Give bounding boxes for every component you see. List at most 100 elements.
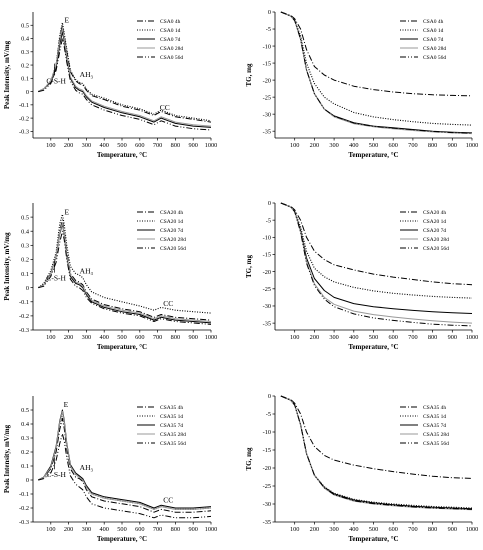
legend-label: CSA0 56d — [160, 55, 183, 61]
x-tick-label: 700 — [408, 334, 417, 341]
x-tick-label: 500 — [117, 526, 126, 533]
legend-label: CSA20 56d — [160, 246, 186, 252]
x-tick-label: 500 — [369, 334, 378, 341]
legend-label: CSA0 1d — [423, 28, 444, 34]
peak-annotation: E — [64, 400, 69, 409]
legend-label: CSA20 56d — [423, 246, 449, 252]
x-tick-label: 500 — [369, 142, 378, 149]
x-tick-label: 200 — [64, 526, 73, 533]
series-line-csa20-4h — [280, 202, 473, 286]
legend-label: CSA35 4h — [423, 405, 446, 411]
series-line-csa35-4h — [38, 417, 212, 513]
series-line-csa0-56d — [280, 11, 473, 134]
series-line-csa20-4h — [38, 219, 212, 321]
y-tick-label: 0.4 — [21, 36, 30, 43]
x-tick-label: 900 — [188, 334, 197, 341]
x-tick-label: 100 — [46, 142, 55, 149]
peak-annotation: CC — [163, 299, 173, 308]
x-tick-label: 600 — [135, 334, 144, 341]
x-tick-label: 200 — [310, 526, 319, 533]
peak-annotation: C-S-H — [46, 77, 66, 86]
legend-label: CSA35 1d — [423, 414, 446, 420]
y-tick-label: -0.2 — [19, 505, 29, 512]
x-tick-label: 700 — [408, 526, 417, 533]
y-tick-label: 0 — [26, 477, 29, 484]
x-tick-label: 900 — [188, 526, 197, 533]
x-tick-label: 1000 — [466, 334, 479, 341]
chart-panel-2: 100 200 300 400 500 600 700 800 900 1000 0 -5 -10 -15… — [245, 9, 478, 159]
y-tick-label: -25 — [263, 286, 271, 293]
series-line-csa0-28d — [280, 11, 473, 135]
x-tick-label: 400 — [99, 142, 108, 149]
x-tick-label: 700 — [153, 142, 162, 149]
x-tick-label: 100 — [290, 526, 299, 533]
y-tick-label: 0.2 — [21, 449, 29, 456]
y-tick-label: -0.1 — [19, 102, 29, 109]
y-tick-label: -30 — [263, 111, 271, 118]
x-tick-label: 700 — [153, 526, 162, 533]
x-tick-label: 200 — [310, 334, 319, 341]
series-line-csa35-56d — [38, 433, 212, 519]
legend-label: CSA0 4h — [423, 19, 444, 25]
y-tick-label: 0.3 — [21, 243, 29, 250]
y-tick-label: 0.3 — [21, 49, 29, 56]
x-tick-label: 700 — [408, 142, 417, 149]
y-tick-label: -5 — [266, 411, 271, 418]
x-tick-label: 800 — [171, 142, 180, 149]
legend-label: CSA35 4h — [160, 405, 183, 411]
legend-label: CSA20 1d — [423, 219, 446, 225]
series-line-csa0-1d — [38, 22, 212, 122]
x-tick-label: 900 — [448, 526, 457, 533]
x-axis-title: Temperature, °C — [97, 343, 147, 351]
x-tick-label: 800 — [428, 334, 437, 341]
series-line-csa35-28d — [38, 410, 212, 510]
x-tick-label: 900 — [448, 142, 457, 149]
x-tick-label: 900 — [448, 334, 457, 341]
x-tick-label: 600 — [135, 526, 144, 533]
x-axis-title: Temperature, °C — [348, 535, 398, 543]
legend-label: CSA20 7d — [160, 228, 183, 234]
x-tick-label: 400 — [99, 526, 108, 533]
x-tick-label: 400 — [99, 334, 108, 341]
series-line-csa35-1d — [280, 395, 473, 509]
y-tick-label: -20 — [263, 465, 271, 472]
legend-label: CSA20 28d — [160, 237, 186, 243]
x-tick-label: 600 — [388, 526, 397, 533]
legend-label: CSA0 4h — [160, 19, 181, 25]
legend-label: CSA20 7d — [423, 228, 446, 234]
x-tick-label: 800 — [171, 334, 180, 341]
y-axis-title: Peak Intensity, mV/mg — [3, 232, 11, 301]
y-tick-label: 0.5 — [21, 214, 29, 221]
peak-annotation: AH₃ — [80, 70, 94, 79]
x-tick-label: 300 — [82, 526, 91, 533]
y-tick-label: 0.4 — [21, 421, 30, 428]
x-tick-label: 300 — [329, 334, 338, 341]
chart-panel-3: 100 200 300 400 500 600 700 800 900 1000 -0.3 -0.2 -… — [3, 203, 217, 351]
y-axis-title: Peak Intensity, mV/mg — [3, 424, 11, 493]
y-tick-label: 0.3 — [21, 435, 29, 442]
x-tick-label: 200 — [310, 142, 319, 149]
legend-label: CSA35 28d — [423, 432, 449, 438]
x-axis-title: Temperature, °C — [348, 151, 398, 159]
y-tick-label: -0.2 — [19, 313, 29, 320]
series-line-csa20-56d — [38, 230, 212, 325]
y-tick-label: -20 — [263, 77, 271, 84]
y-tick-label: -15 — [263, 447, 271, 454]
chart-panel-6: 100 200 300 400 500 600 700 800 900 1000 0 -5 -10 -15… — [245, 393, 478, 543]
y-tick-label: 0.1 — [21, 271, 29, 278]
peak-annotation: C-S-H — [46, 470, 66, 479]
x-tick-label: 800 — [428, 526, 437, 533]
peak-annotation: E — [65, 16, 70, 25]
y-tick-label: 0 — [268, 9, 271, 16]
y-tick-label: 0.1 — [21, 463, 29, 470]
series-line-csa0-28d — [38, 27, 212, 127]
y-axis-title: TG, mg — [245, 63, 253, 86]
x-tick-label: 1000 — [466, 526, 479, 533]
peak-annotation: AH₃ — [80, 267, 94, 276]
y-tick-label: -35 — [263, 320, 271, 327]
legend-label: CSA35 7d — [160, 423, 183, 429]
y-tick-label: 0 — [26, 285, 29, 292]
legend-label: CSA0 1d — [160, 28, 181, 34]
y-tick-label: 0 — [268, 393, 271, 400]
x-tick-label: 100 — [46, 526, 55, 533]
